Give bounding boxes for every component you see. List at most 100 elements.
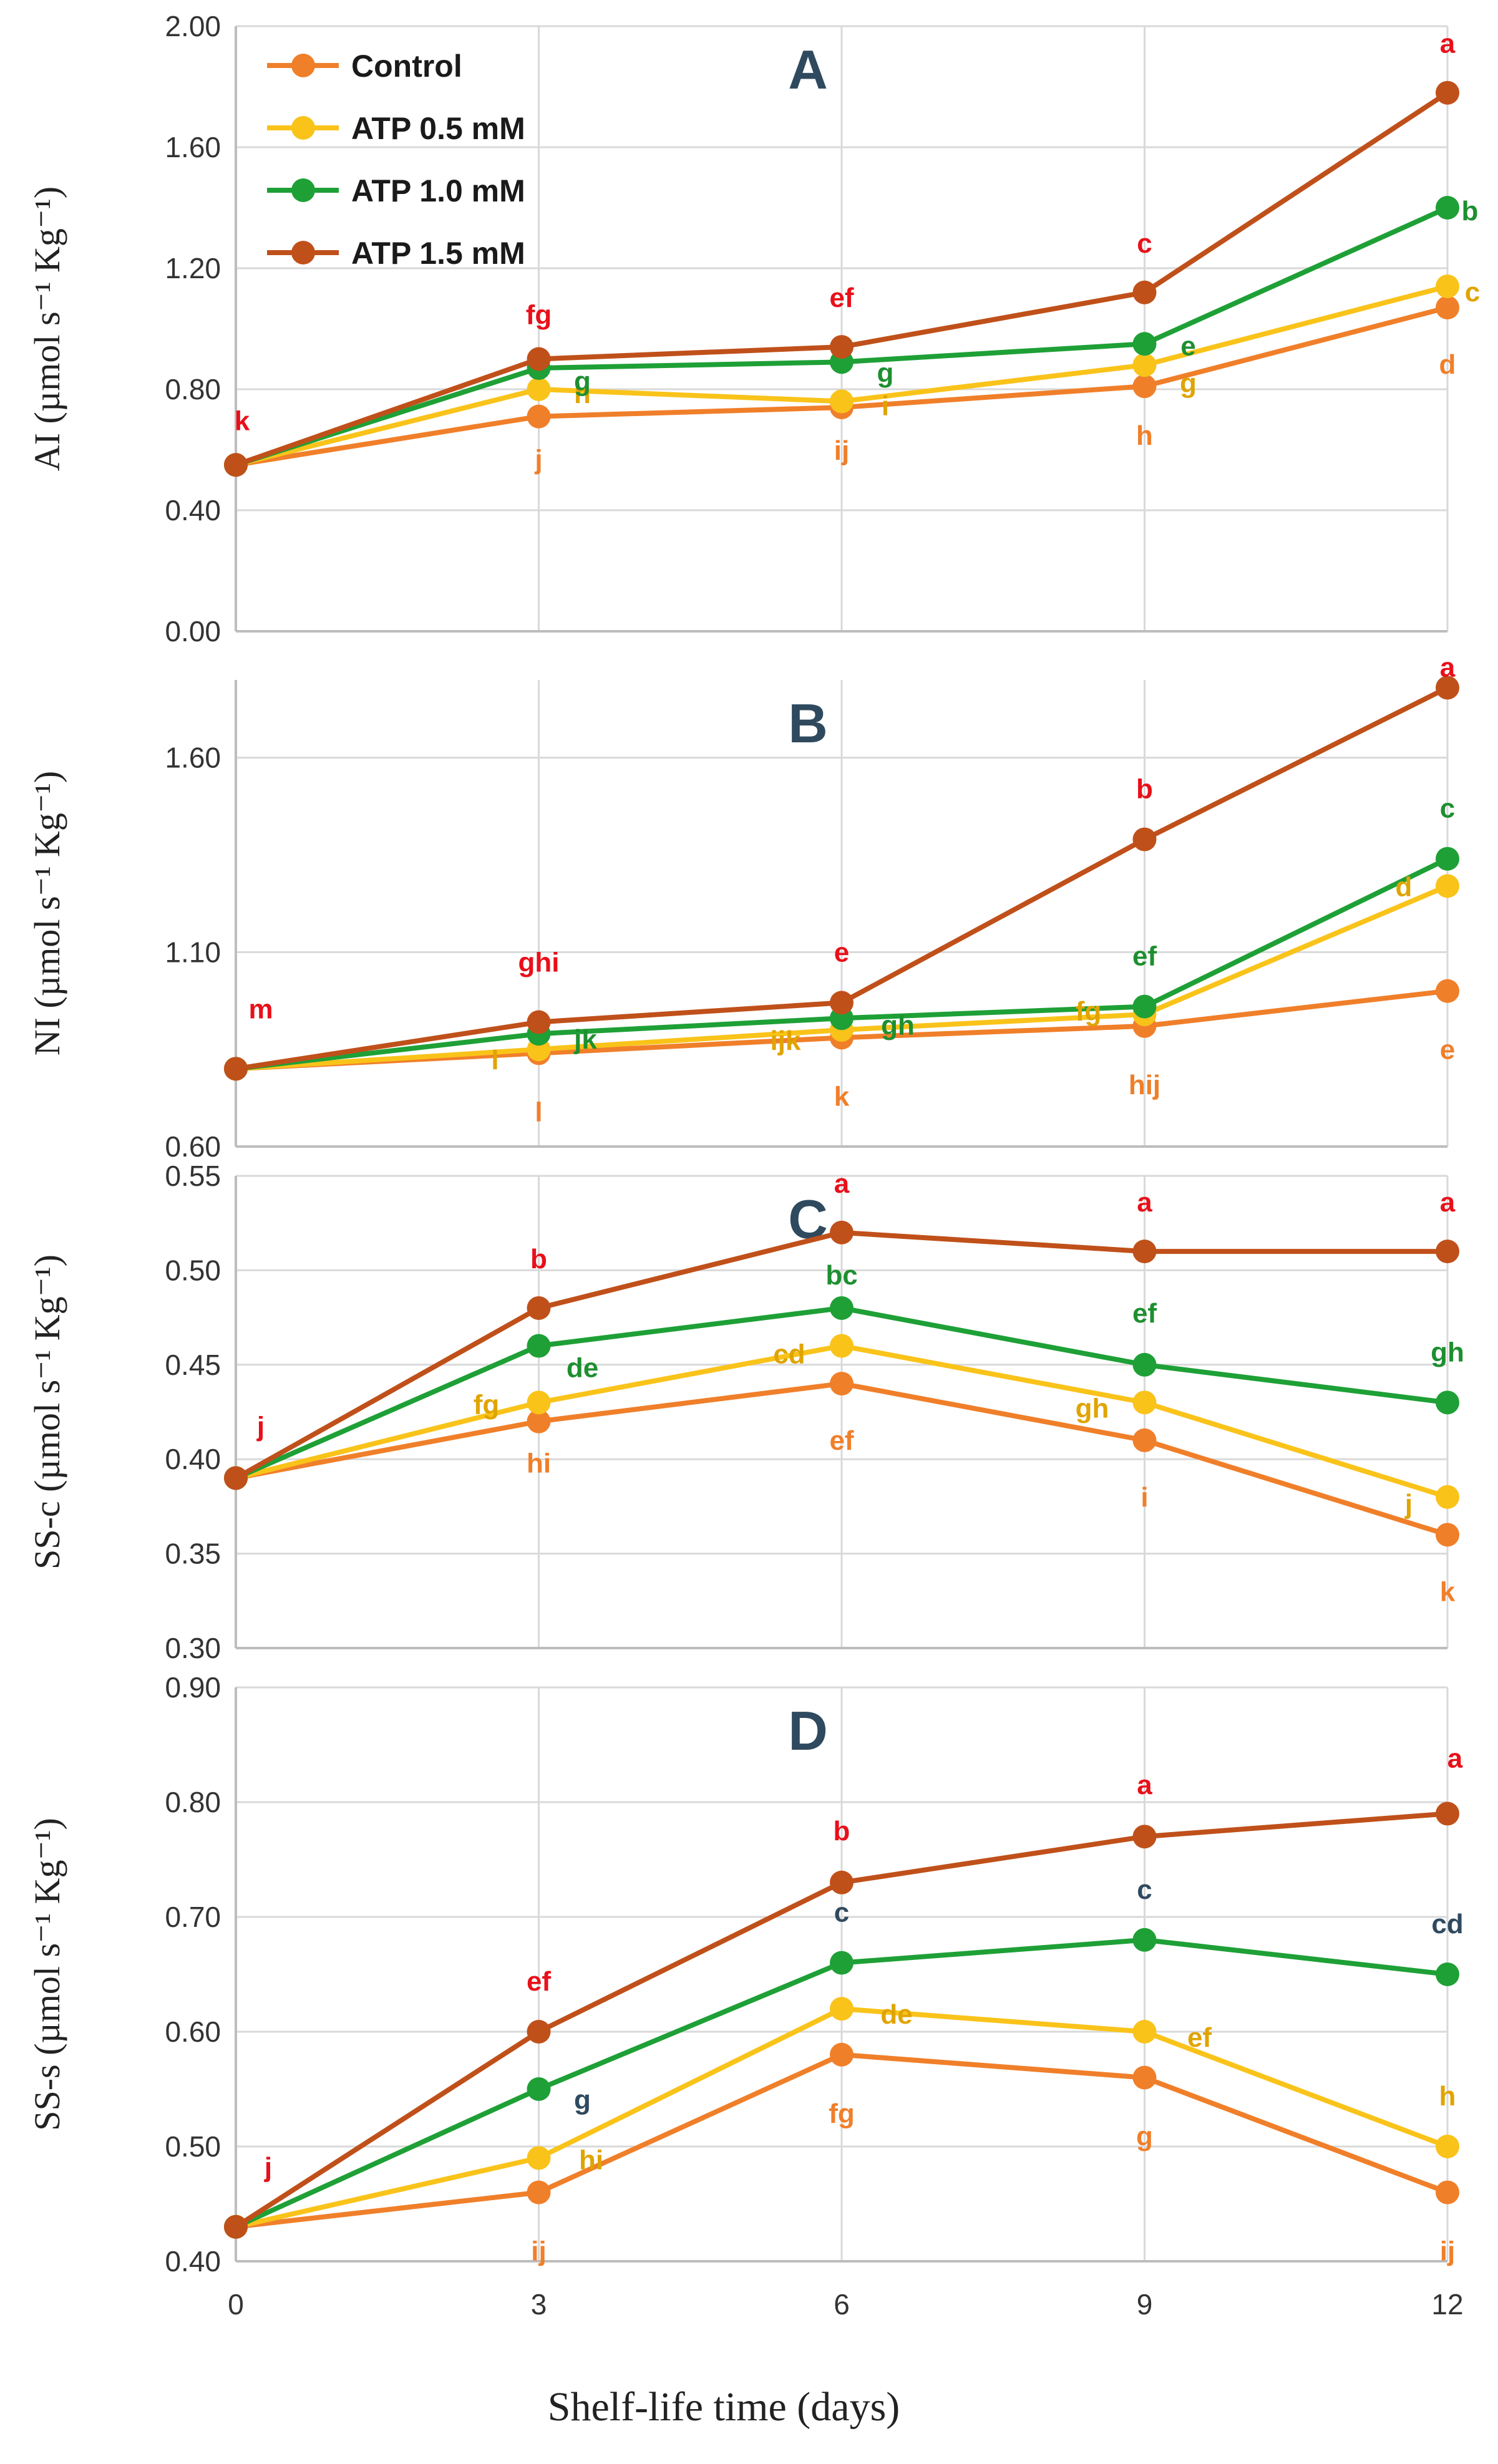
panel-a: 0.00 0.40 0.80 1.20 1.60 2.00 AI (µmol s⁻¹ Kg⁻… bbox=[27, 10, 1480, 648]
y-tick-label: 0.50 bbox=[165, 1254, 221, 1286]
significance-letter: a bbox=[1440, 29, 1456, 59]
y-tick-label: 0.80 bbox=[165, 1786, 221, 1818]
data-point bbox=[830, 1334, 854, 1358]
significance-letter: fg bbox=[526, 300, 552, 331]
data-point bbox=[1436, 874, 1459, 898]
data-point bbox=[1436, 2135, 1459, 2158]
legend-label: ATP 1.5 mM bbox=[351, 236, 525, 271]
significance-letter: de bbox=[567, 1353, 598, 1384]
data-point bbox=[527, 377, 551, 401]
significance-letter: e bbox=[834, 937, 849, 968]
y-tick-label: 0.70 bbox=[165, 1901, 221, 1933]
significance-letter: h bbox=[1439, 2081, 1456, 2112]
significance-letter: l bbox=[535, 1097, 542, 1127]
significance-letter: h bbox=[574, 379, 591, 409]
data-point bbox=[830, 1997, 854, 2021]
significance-letter: j bbox=[1404, 1489, 1413, 1520]
significance-letter: ef bbox=[1132, 941, 1157, 972]
significance-letter: fg bbox=[1076, 996, 1102, 1027]
data-point bbox=[527, 2146, 551, 2170]
panel-letter: A bbox=[788, 39, 828, 100]
panel-letter: B bbox=[788, 692, 828, 754]
panel-letter: D bbox=[788, 1700, 828, 1762]
significance-letter: j bbox=[534, 445, 542, 475]
data-point bbox=[527, 1390, 551, 1415]
data-point bbox=[1436, 80, 1459, 105]
data-point bbox=[1132, 1239, 1157, 1264]
x-tick-label: 0 bbox=[228, 2288, 244, 2321]
significance-letter: c bbox=[1137, 228, 1152, 259]
significance-letter: a bbox=[1440, 652, 1456, 682]
data-point bbox=[527, 404, 551, 429]
series-atp-1-5-mm bbox=[224, 80, 1459, 477]
y-tick-label: 0.80 bbox=[165, 373, 221, 405]
data-point bbox=[527, 1010, 551, 1034]
data-point bbox=[1436, 296, 1459, 320]
y-tick-label: 2.00 bbox=[165, 10, 221, 42]
significance-letter: fg bbox=[474, 1389, 500, 1420]
x-axis-title: Shelf-life time (days) bbox=[548, 2384, 900, 2430]
series-atp-0-5-mm bbox=[224, 1334, 1459, 1509]
data-point bbox=[1436, 2180, 1459, 2205]
series-atp-0-5-mm bbox=[224, 1997, 1459, 2239]
y-tick-label: 0.60 bbox=[165, 1130, 221, 1163]
data-point bbox=[1436, 846, 1459, 871]
legend-label: ATP 0.5 mM bbox=[351, 111, 525, 146]
significance-letter: bc bbox=[825, 1260, 857, 1291]
panel-b: 0.60 1.10 1.60 NI (µmol s⁻¹ Kg⁻¹) Bl k hij e l ij… bbox=[27, 652, 1459, 1163]
significance-letter: gh bbox=[1076, 1393, 1109, 1424]
significance-letter: j bbox=[256, 1411, 265, 1442]
significance-letter: ef bbox=[829, 283, 854, 313]
significance-letter: ghi bbox=[518, 948, 560, 978]
y-tick-label: 0.00 bbox=[165, 615, 221, 648]
y-tick-label: 1.60 bbox=[165, 131, 221, 163]
significance-letter: gh bbox=[881, 1010, 915, 1040]
y-tick-label: 0.60 bbox=[165, 2015, 221, 2048]
data-point bbox=[1132, 994, 1157, 1019]
data-point bbox=[1132, 827, 1157, 851]
significance-letter: c bbox=[1465, 277, 1480, 308]
significance-letter: c bbox=[1137, 1875, 1152, 1905]
data-point bbox=[224, 1057, 248, 1081]
significance-letter: ij bbox=[1440, 2236, 1455, 2267]
significance-letter: hij bbox=[1129, 1070, 1160, 1100]
data-point bbox=[1436, 1239, 1459, 1264]
significance-letter: i bbox=[882, 390, 889, 421]
legend-marker bbox=[291, 241, 315, 264]
significance-letter: k bbox=[834, 1081, 850, 1112]
data-point bbox=[224, 1466, 248, 1490]
y-tick-label: 0.45 bbox=[165, 1349, 221, 1381]
significance-letter: hi bbox=[527, 1448, 551, 1479]
y-axis-title: AI (µmol s⁻¹ Kg⁻¹) bbox=[27, 187, 67, 471]
significance-letter: g bbox=[574, 366, 591, 397]
legend: Control ATP 0.5 mM ATP 1.0 mM ATP 1.5 mM bbox=[267, 49, 525, 271]
data-point bbox=[830, 1296, 854, 1320]
series-control bbox=[224, 1372, 1459, 1547]
y-axis-title: NI (µmol s⁻¹ Kg⁻¹) bbox=[27, 771, 67, 1055]
series-atp-1-5-mm bbox=[224, 1220, 1459, 1490]
y-tick-label: 0.35 bbox=[165, 1538, 221, 1570]
data-point bbox=[224, 2214, 248, 2239]
legend-item-atp-0-5-mm: ATP 0.5 mM bbox=[267, 111, 525, 146]
significance-letter: ij bbox=[531, 2236, 546, 2267]
legend-item-atp-1-0-mm: ATP 1.0 mM bbox=[267, 173, 525, 208]
data-point bbox=[1436, 676, 1459, 700]
data-point bbox=[830, 389, 854, 414]
data-point bbox=[1436, 979, 1459, 1003]
significance-letter: ijk bbox=[771, 1026, 801, 1056]
data-point bbox=[527, 2020, 551, 2044]
y-axis-title: SS-s (µmol s⁻¹ Kg⁻¹) bbox=[27, 1818, 67, 2131]
panels: 0.00 0.40 0.80 1.20 1.60 2.00 AI (µmol s⁻¹ Kg⁻… bbox=[27, 10, 1480, 2321]
data-point bbox=[1436, 1802, 1459, 1826]
y-tick-label: 0.40 bbox=[165, 2245, 221, 2277]
legend-marker bbox=[291, 54, 315, 77]
y-tick-label: 0.55 bbox=[165, 1160, 221, 1192]
significance-letter: m bbox=[248, 994, 273, 1024]
significance-letter: ef bbox=[1187, 2022, 1212, 2053]
significance-letter: ef bbox=[1132, 1298, 1157, 1329]
significance-letter: jk bbox=[573, 1024, 597, 1055]
significance-letter: a bbox=[1137, 1770, 1152, 1800]
significance-letter: k bbox=[235, 405, 250, 436]
data-point bbox=[830, 335, 854, 359]
